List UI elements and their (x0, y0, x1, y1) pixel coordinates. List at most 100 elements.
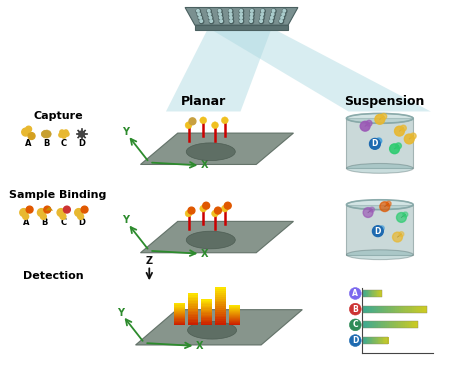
Bar (414, 322, 417, 328)
Circle shape (208, 13, 211, 15)
Bar (174, 313, 184, 314)
Bar (378, 290, 379, 297)
Circle shape (65, 132, 69, 136)
Circle shape (229, 12, 233, 17)
Bar (367, 306, 370, 313)
Polygon shape (212, 30, 431, 112)
Circle shape (45, 130, 48, 134)
Circle shape (210, 19, 214, 24)
Bar (363, 337, 389, 344)
Text: Y: Y (118, 308, 124, 317)
Bar (201, 322, 212, 323)
Bar (365, 337, 366, 344)
Bar (201, 307, 212, 308)
Circle shape (64, 206, 70, 213)
Bar (215, 291, 226, 293)
Bar (229, 311, 239, 312)
Bar (371, 290, 372, 297)
Bar (215, 287, 226, 290)
Bar (229, 309, 239, 310)
Bar (229, 312, 239, 313)
Circle shape (199, 16, 201, 19)
Bar (229, 322, 239, 324)
Bar (229, 306, 239, 307)
Circle shape (250, 16, 254, 20)
Circle shape (59, 133, 63, 137)
Bar (229, 308, 239, 309)
Text: Y: Y (122, 215, 129, 225)
Bar (372, 290, 373, 297)
Bar (422, 306, 425, 313)
Circle shape (218, 9, 222, 13)
Bar (379, 290, 381, 297)
Bar (215, 310, 226, 312)
Ellipse shape (346, 200, 413, 210)
Bar (188, 305, 198, 308)
Bar (387, 337, 388, 344)
Circle shape (200, 20, 202, 22)
Text: D: D (78, 218, 85, 227)
Bar (188, 309, 198, 311)
Circle shape (188, 207, 195, 214)
Bar (229, 310, 239, 311)
Bar (393, 306, 395, 313)
Circle shape (250, 20, 252, 22)
Circle shape (363, 208, 373, 218)
Circle shape (260, 20, 262, 22)
Circle shape (198, 16, 203, 20)
Bar (174, 314, 184, 315)
Circle shape (271, 16, 273, 19)
Bar (368, 337, 370, 344)
Circle shape (211, 122, 219, 129)
Bar (215, 289, 226, 291)
Bar (367, 290, 368, 297)
Text: B: B (43, 139, 49, 149)
Ellipse shape (186, 143, 235, 161)
Bar (378, 322, 380, 328)
Text: Y: Y (122, 127, 129, 137)
Text: A: A (23, 218, 30, 227)
Bar (381, 290, 382, 297)
Bar (398, 322, 400, 328)
Bar (369, 322, 371, 328)
Bar (379, 337, 381, 344)
Circle shape (185, 122, 192, 129)
Bar (385, 337, 386, 344)
Circle shape (379, 226, 384, 231)
Circle shape (209, 16, 213, 20)
Bar (174, 320, 184, 322)
Bar (383, 337, 385, 344)
FancyBboxPatch shape (346, 205, 413, 255)
Text: X: X (196, 341, 203, 351)
Bar (201, 316, 212, 317)
Bar (381, 337, 382, 344)
Text: A: A (352, 289, 358, 298)
Circle shape (78, 213, 83, 219)
Bar (370, 290, 371, 297)
Circle shape (280, 20, 283, 22)
Bar (229, 307, 239, 308)
Circle shape (42, 132, 46, 135)
Text: Detection: Detection (23, 271, 83, 281)
Bar (374, 306, 376, 313)
Bar (370, 306, 372, 313)
Bar (188, 310, 198, 312)
Circle shape (224, 202, 231, 209)
Circle shape (239, 19, 244, 24)
Ellipse shape (188, 322, 237, 339)
Bar (391, 306, 393, 313)
Circle shape (270, 20, 272, 22)
Bar (229, 319, 239, 320)
Bar (188, 320, 198, 322)
Circle shape (239, 9, 244, 13)
FancyBboxPatch shape (346, 118, 413, 169)
Text: D: D (374, 227, 381, 236)
Bar (215, 298, 226, 300)
Circle shape (386, 201, 391, 206)
Circle shape (281, 16, 283, 19)
Bar (364, 290, 365, 297)
Circle shape (240, 16, 242, 19)
Circle shape (47, 132, 51, 136)
Circle shape (251, 9, 253, 12)
Bar (229, 316, 239, 317)
